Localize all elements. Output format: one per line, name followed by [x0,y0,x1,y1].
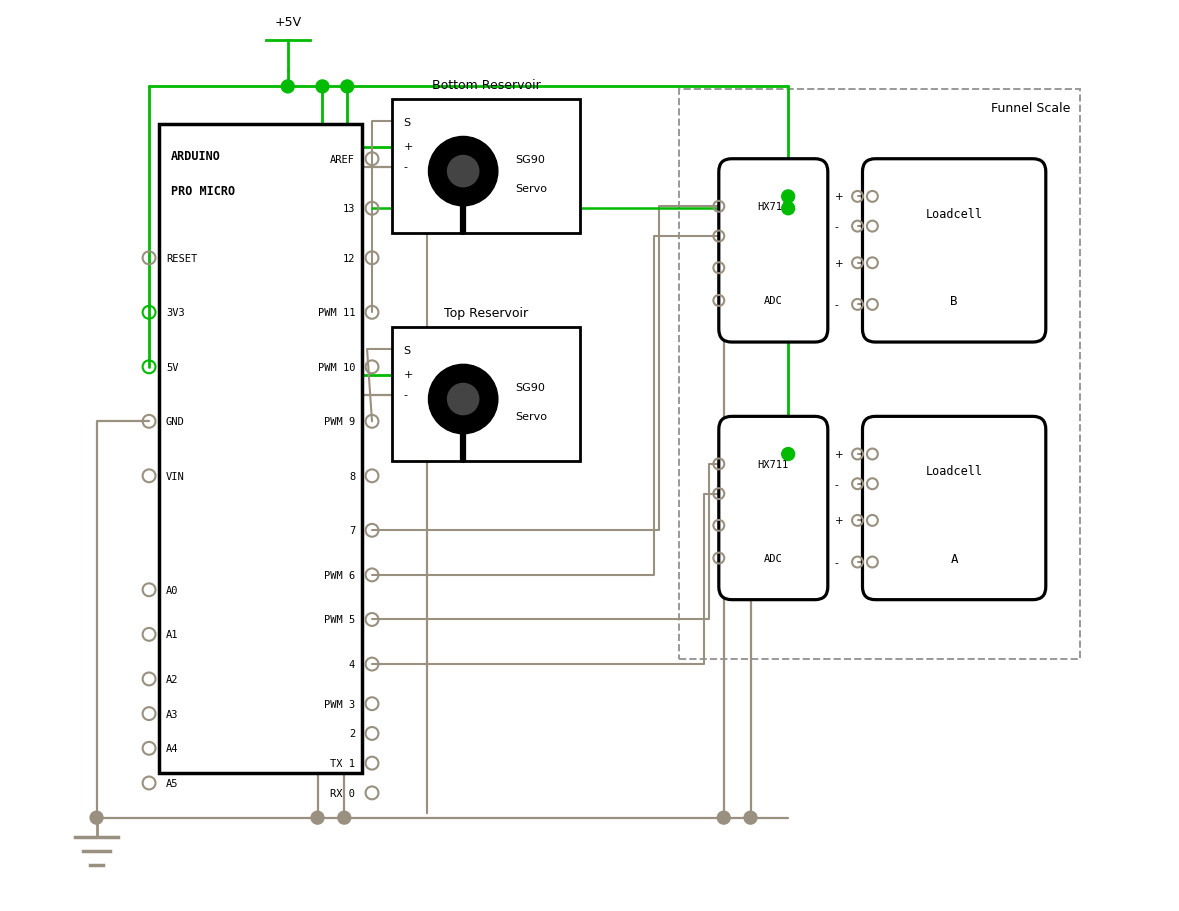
Text: VIN: VIN [166,471,185,481]
Circle shape [782,202,795,216]
Text: A3: A3 [166,709,178,719]
Circle shape [448,157,479,188]
Text: RX 0: RX 0 [330,788,355,798]
Text: ADC: ADC [764,554,783,563]
Bar [159,125,362,773]
Text: PWM 3: PWM 3 [324,699,355,709]
Bar [391,100,580,234]
Circle shape [782,448,795,461]
Text: Bottom Reservoir: Bottom Reservoir [432,79,540,92]
Text: Top Reservoir: Top Reservoir [443,307,528,320]
Circle shape [448,384,479,415]
Text: PWM 6: PWM 6 [324,570,355,580]
Text: 13: 13 [343,204,355,214]
Text: A4: A4 [166,743,178,753]
Circle shape [316,81,329,94]
FancyBboxPatch shape [863,159,1046,343]
Text: PWM 9: PWM 9 [324,417,355,427]
Text: B: B [950,294,957,308]
Text: +: + [403,142,413,152]
Text: 12: 12 [343,253,355,263]
Text: +: + [403,369,413,379]
Circle shape [341,81,354,94]
Circle shape [717,812,730,824]
Text: +: + [835,259,843,269]
Text: -: - [835,558,838,568]
Circle shape [311,812,324,824]
Text: S: S [403,118,410,128]
Text: 5V: 5V [166,363,178,373]
Text: 3V3: 3V3 [166,308,185,318]
Text: RESET: RESET [166,253,197,263]
Text: SG90: SG90 [515,383,546,393]
Text: PWM 11: PWM 11 [317,308,355,318]
Text: TX 1: TX 1 [330,758,355,768]
Text: PWM 5: PWM 5 [324,615,355,625]
Text: S: S [403,345,410,355]
Text: AREF: AREF [330,155,355,165]
Text: PRO MICRO: PRO MICRO [171,184,235,198]
Text: -: - [835,300,838,310]
Text: A0: A0 [166,585,178,595]
Text: A2: A2 [166,674,178,684]
Text: Servo: Servo [515,412,548,422]
Text: +5V: +5V [275,15,302,29]
Bar [679,90,1080,660]
Text: ADC: ADC [764,296,783,306]
Text: ARDUINO: ARDUINO [171,149,220,163]
Circle shape [282,81,295,94]
Text: +: + [835,516,843,526]
Text: Servo: Servo [515,184,548,194]
Text: Funnel Scale: Funnel Scale [992,102,1071,115]
FancyBboxPatch shape [719,159,828,343]
Text: A1: A1 [166,630,178,640]
Text: 8: 8 [349,471,355,481]
Text: 4: 4 [349,660,355,670]
Text: -: - [835,222,838,232]
Circle shape [428,138,498,207]
Text: 7: 7 [349,526,355,536]
Text: 2: 2 [349,729,355,739]
Text: -: - [403,389,408,399]
Text: HX711: HX711 [758,202,789,212]
Circle shape [744,812,757,824]
FancyBboxPatch shape [863,417,1046,600]
Circle shape [90,812,103,824]
Text: -: - [403,161,408,171]
Bar [391,328,580,462]
Circle shape [338,812,350,824]
Text: GND: GND [166,417,185,427]
Circle shape [428,365,498,435]
Text: Loadcell: Loadcell [926,465,982,478]
Text: SG90: SG90 [515,155,546,165]
Text: +: + [835,192,843,202]
Text: A: A [950,552,957,565]
Text: PWM 10: PWM 10 [317,363,355,373]
Circle shape [782,190,795,203]
Text: HX711: HX711 [758,459,789,469]
Text: Loadcell: Loadcell [926,208,982,220]
FancyBboxPatch shape [719,417,828,600]
Text: +: + [835,449,843,459]
Text: -: - [835,479,838,489]
Text: A5: A5 [166,778,178,788]
